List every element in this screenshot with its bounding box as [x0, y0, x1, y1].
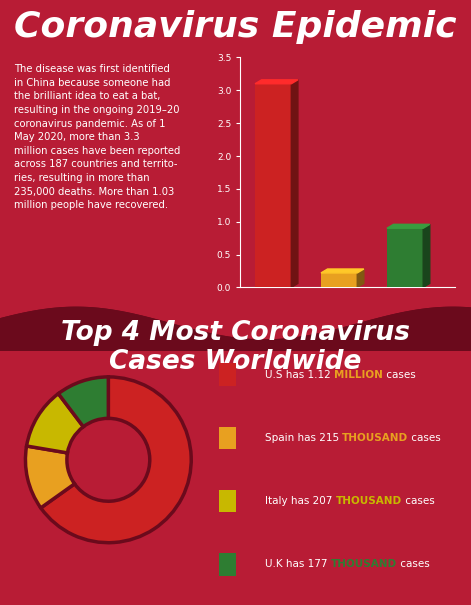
Text: THOUSAND: THOUSAND	[336, 496, 402, 506]
Polygon shape	[291, 80, 298, 287]
Bar	[321, 273, 357, 287]
Text: cases: cases	[383, 370, 415, 379]
Polygon shape	[423, 224, 430, 287]
Polygon shape	[387, 224, 430, 228]
Text: Coronavirus Epidemic: Coronavirus Epidemic	[14, 10, 457, 44]
Bar	[255, 83, 291, 287]
Text: Italy has 207: Italy has 207	[265, 496, 336, 506]
Text: U.K has 177: U.K has 177	[265, 560, 331, 569]
Polygon shape	[255, 80, 298, 83]
FancyBboxPatch shape	[219, 553, 236, 575]
Polygon shape	[357, 269, 364, 287]
Polygon shape	[0, 307, 471, 351]
Text: THOUSAND: THOUSAND	[342, 433, 408, 443]
FancyBboxPatch shape	[219, 427, 236, 449]
Text: The disease was first identified
in China because someone had
the brilliant idea: The disease was first identified in Chin…	[14, 64, 180, 210]
Text: Top 4 Most Coronavirus
Cases Worldwide: Top 4 Most Coronavirus Cases Worldwide	[61, 321, 410, 376]
Text: cases: cases	[402, 496, 434, 506]
Text: cases: cases	[397, 560, 430, 569]
Polygon shape	[321, 269, 364, 273]
Polygon shape	[0, 296, 471, 351]
Wedge shape	[26, 394, 83, 453]
Text: MILLION: MILLION	[334, 370, 383, 379]
Polygon shape	[0, 307, 471, 351]
Text: cases: cases	[408, 433, 441, 443]
Text: U.S has 1.12: U.S has 1.12	[265, 370, 334, 379]
FancyBboxPatch shape	[219, 490, 236, 512]
Wedge shape	[58, 377, 108, 427]
Text: THOUSAND: THOUSAND	[331, 560, 397, 569]
Text: Spain has 215: Spain has 215	[265, 433, 342, 443]
Wedge shape	[25, 446, 74, 508]
Wedge shape	[41, 377, 191, 543]
Bar	[387, 228, 423, 287]
FancyBboxPatch shape	[219, 364, 236, 386]
